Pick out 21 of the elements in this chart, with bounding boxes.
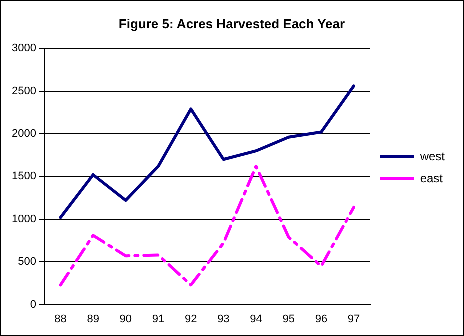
y-tick-label: 1000 bbox=[12, 213, 36, 226]
y-tick-label: 2500 bbox=[12, 85, 36, 98]
x-tick-label: 94 bbox=[250, 313, 262, 326]
x-tick-label: 91 bbox=[152, 313, 165, 326]
y-tick-label: 0 bbox=[30, 298, 36, 311]
legend-label: east bbox=[420, 171, 444, 186]
x-tick-label: 96 bbox=[315, 313, 328, 326]
y-tick-label: 2000 bbox=[12, 128, 36, 140]
x-tick-label: 95 bbox=[282, 313, 295, 326]
y-tick-label: 1500 bbox=[12, 170, 36, 183]
legend-label: west bbox=[419, 149, 446, 164]
x-tick-label: 93 bbox=[218, 313, 230, 326]
x-tick-label: 92 bbox=[184, 313, 198, 326]
line-series bbox=[59, 164, 356, 287]
x-tick-label: 97 bbox=[348, 313, 360, 326]
x-tick-label: 90 bbox=[120, 313, 132, 326]
x-tick-label: 88 bbox=[54, 313, 67, 326]
y-tick-label: 3000 bbox=[12, 42, 36, 55]
chart-title: Figure 5: Acres Harvested Each Year bbox=[118, 16, 346, 32]
y-tick-label: 500 bbox=[18, 256, 36, 268]
x-tick-label: 89 bbox=[87, 313, 100, 326]
